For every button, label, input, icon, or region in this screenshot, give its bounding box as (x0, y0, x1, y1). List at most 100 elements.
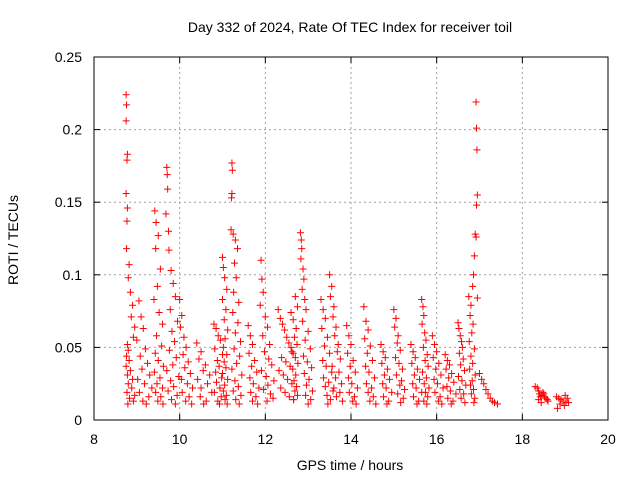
data-point (334, 340, 342, 348)
data-point (336, 388, 344, 396)
data-point (135, 297, 143, 305)
data-point (299, 317, 307, 325)
data-point (365, 368, 373, 376)
data-point (170, 383, 178, 391)
data-point (350, 393, 358, 401)
data-point (332, 374, 340, 382)
data-point (234, 383, 242, 391)
data-point (259, 332, 267, 340)
data-point (434, 397, 442, 405)
data-point (219, 264, 227, 272)
data-point (291, 354, 299, 362)
data-point (126, 367, 134, 375)
data-point (381, 354, 389, 362)
data-point (300, 275, 308, 283)
data-point (236, 352, 244, 360)
data-point (266, 340, 274, 348)
data-point (257, 256, 265, 264)
data-point (425, 384, 433, 392)
data-point (397, 399, 405, 407)
data-point (326, 271, 334, 279)
data-point (153, 332, 161, 340)
data-point (165, 246, 173, 254)
data-point (344, 349, 352, 357)
data-point (424, 393, 432, 401)
x-tick-label: 8 (90, 431, 98, 447)
data-point (142, 400, 150, 408)
data-point (301, 295, 309, 303)
data-point (296, 229, 304, 237)
data-point (465, 338, 473, 346)
data-point (323, 333, 331, 341)
x-tick-label: 16 (429, 431, 445, 447)
data-point (167, 266, 175, 274)
data-point (172, 354, 180, 362)
data-point (345, 388, 353, 396)
y-tick-labels: 0 0.05 0.1 0.15 0.2 0.25 (55, 49, 82, 428)
data-point (418, 295, 426, 303)
data-point (408, 359, 416, 367)
data-point (131, 391, 139, 399)
data-point (248, 340, 256, 348)
data-point (450, 378, 458, 386)
data-point (152, 219, 160, 227)
data-point (136, 352, 144, 360)
data-point (155, 309, 163, 317)
data-point (184, 358, 192, 366)
data-point (235, 298, 243, 306)
data-point (151, 349, 159, 357)
data-point (227, 226, 235, 234)
data-point (211, 345, 219, 353)
data-point (261, 313, 269, 321)
data-point (345, 332, 353, 340)
data-point (323, 391, 331, 399)
data-point (238, 371, 246, 379)
data-point (157, 393, 165, 401)
data-point (129, 333, 137, 341)
data-point (329, 313, 337, 321)
data-point (123, 245, 131, 253)
x-axis-title: GPS time / hours (297, 457, 404, 473)
data-point (164, 387, 172, 395)
data-point (324, 400, 332, 408)
data-point (383, 400, 391, 408)
data-point (540, 390, 548, 398)
data-point (154, 232, 162, 240)
data-point (229, 230, 237, 238)
data-point (260, 348, 268, 356)
data-point (189, 384, 197, 392)
data-point (159, 384, 167, 392)
data-point (178, 311, 186, 319)
data-point (290, 377, 298, 385)
data-point (430, 375, 438, 383)
data-point (436, 393, 444, 401)
data-point (469, 282, 477, 290)
data-point (126, 288, 134, 296)
data-point (420, 397, 428, 405)
data-point (371, 374, 379, 382)
data-point (382, 384, 390, 392)
data-point (125, 261, 133, 269)
data-point (398, 365, 406, 373)
data-point (466, 311, 474, 319)
data-point (467, 381, 475, 389)
data-point (156, 265, 164, 273)
data-point (456, 386, 464, 394)
data-point (467, 390, 475, 398)
data-point (222, 391, 230, 399)
data-point (394, 332, 402, 340)
data-point (433, 348, 441, 356)
data-point (422, 374, 430, 382)
data-point (553, 404, 561, 412)
data-point (254, 400, 262, 408)
data-point (235, 400, 243, 408)
data-point (150, 368, 158, 376)
axis-ticks (93, 56, 609, 421)
data-point (181, 364, 189, 372)
data-point (292, 325, 300, 333)
data-point (420, 311, 428, 319)
data-point (293, 340, 301, 348)
data-point (470, 345, 478, 353)
data-point (409, 348, 417, 356)
data-point (429, 354, 437, 362)
